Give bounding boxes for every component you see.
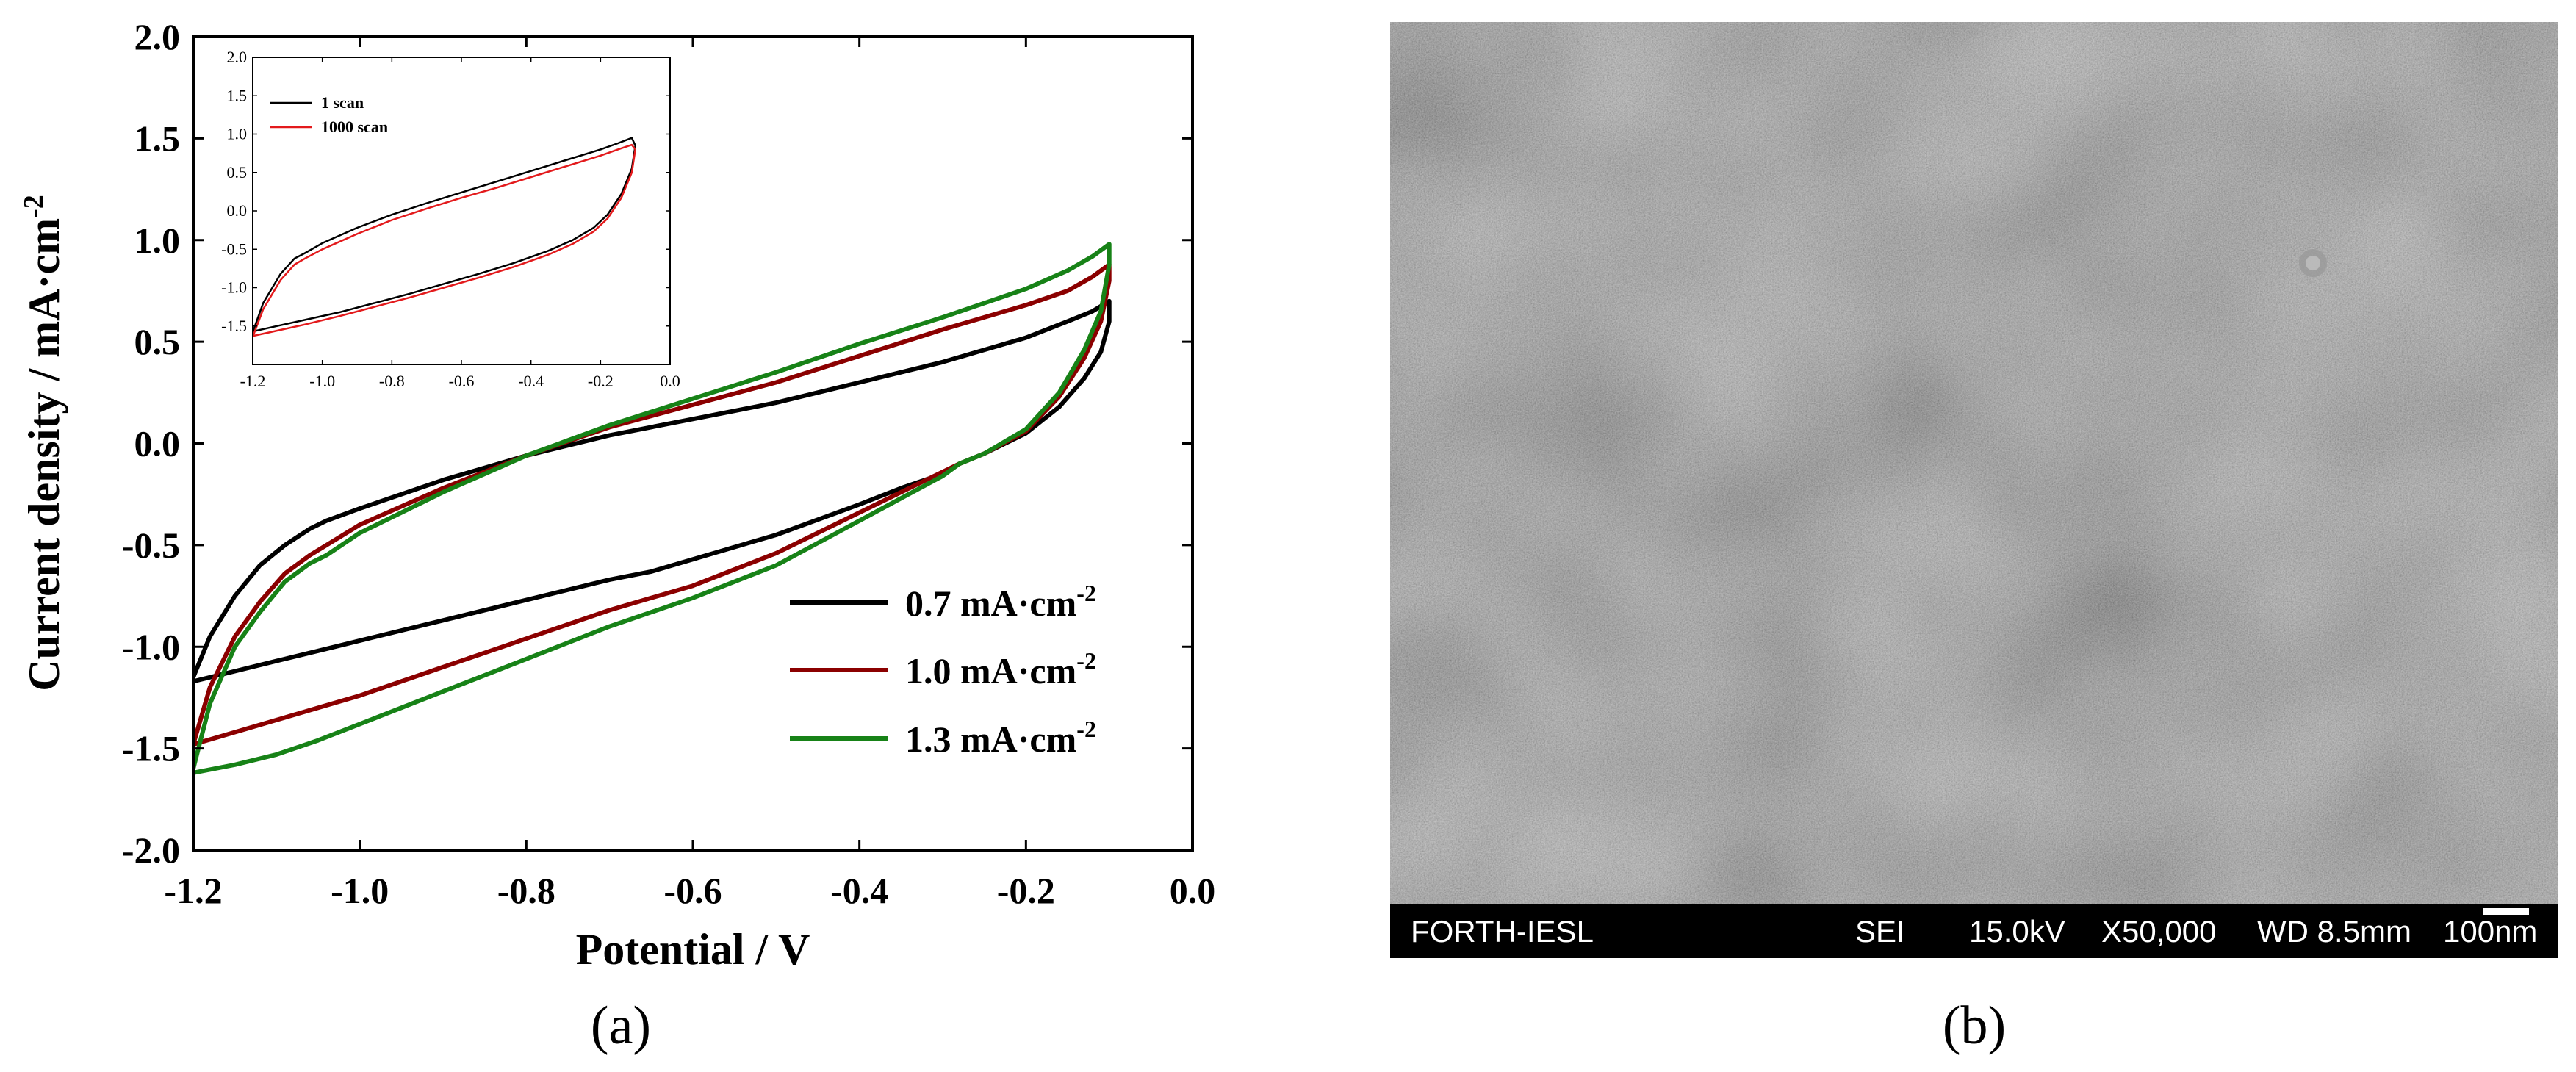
- series-line-0: [193, 298, 1112, 684]
- x-tick-label-4: -0.4: [830, 870, 888, 911]
- inset-x-tick-label-1: -1.0: [309, 372, 335, 390]
- inset-y-tick-label-3: 0.5: [227, 163, 248, 181]
- inset-x-tick-label-5: -0.2: [588, 372, 614, 390]
- y-tick-label-6: -1.0: [122, 626, 180, 667]
- sem-working-distance: WD 8.5mm: [2257, 914, 2411, 949]
- inset-background: [253, 57, 670, 364]
- y-tick-label-5: -0.5: [122, 525, 180, 566]
- inset-y-tick-label-1: 1.5: [227, 86, 248, 104]
- inset-chart: -1.2 -1.0 -0.8 -0.6 -0.4 -0.2 0.0 2.0 1.5 1.0 0.5 0…: [221, 48, 680, 390]
- y-tick-label-3: 0.5: [134, 321, 181, 362]
- inset-series-line-1: [253, 143, 636, 337]
- inset-x-tick-label-4: -0.4: [518, 372, 544, 390]
- inset-y-tick-label-2: 1.0: [227, 125, 248, 143]
- legend-label-2: 1.3 mA·cm-2: [905, 716, 1096, 760]
- panel-label-b-text: (b): [1943, 996, 2006, 1056]
- panel-label-a: (a): [591, 996, 651, 1056]
- legend-sup-2: -2: [1076, 716, 1096, 742]
- sem-magnification: X50,000: [2101, 914, 2216, 949]
- y-axis-label-sup: -2: [18, 195, 49, 218]
- inset-y-tick-label-7: -1.5: [221, 317, 247, 335]
- sem-org: FORTH-IESL: [1411, 914, 1594, 949]
- x-tick-label-5: -0.2: [997, 870, 1055, 911]
- x-tick-label-2: -0.8: [497, 870, 555, 911]
- y-tick-label-2: 1.0: [134, 220, 181, 261]
- sem-scale-label: 100nm: [2443, 914, 2537, 949]
- inset-legend-label-1: 1000 scan: [321, 118, 388, 136]
- y-axis-label-text: Current density / mA·cm: [20, 218, 68, 691]
- sem-image-shading: [1390, 22, 2558, 904]
- inset-legend: 1 scan 1000 scan: [270, 93, 388, 136]
- sem-panel: FORTH-IESL SEI 15.0kV X50,000 WD 8.5mm 1…: [1390, 22, 2558, 1056]
- legend-label-1: 1.0 mA·cm-2: [905, 647, 1096, 691]
- y-tick-label-7: -1.5: [122, 728, 180, 769]
- inset-x-tick-label-3: -0.6: [449, 372, 475, 390]
- series-line-1: [193, 262, 1112, 747]
- panel-label-a-text: (a): [591, 996, 651, 1056]
- inset-x-tick-label-0: -1.2: [240, 372, 266, 390]
- legend-sup-1: -2: [1076, 647, 1096, 674]
- legend-text-0: 0.7 mA·cm: [905, 583, 1076, 624]
- x-tick-label-3: -0.6: [663, 870, 722, 911]
- inset-x-tick-label-2: -0.8: [379, 372, 405, 390]
- x-tick-label-6: 0.0: [1170, 870, 1216, 911]
- y-tick-label-0: 2.0: [134, 16, 181, 57]
- sem-info-bar: [1390, 904, 2558, 958]
- inset-legend-label-0: 1 scan: [321, 93, 364, 112]
- legend-sup-0: -2: [1076, 580, 1096, 606]
- legend: 0.7 mA·cm-2 1.0 mA·cm-2 1.3 mA·cm-2: [790, 580, 1096, 760]
- inset-y-tick-label-4: 0.0: [227, 201, 248, 220]
- sem-particle-highlight: [2306, 256, 2320, 270]
- x-tick-label-0: -1.2: [164, 870, 222, 911]
- x-axis-label: Potential / V: [576, 925, 810, 974]
- sem-voltage: 15.0kV: [1969, 914, 2065, 949]
- y-tick-label-8: -2.0: [122, 830, 180, 871]
- series-line-2: [193, 242, 1112, 775]
- legend-label-0: 0.7 mA·cm-2: [905, 580, 1096, 624]
- inset-series-line-0: [253, 137, 636, 333]
- inset-x-tick-label-6: 0.0: [660, 372, 680, 390]
- inset-y-tick-label-5: -0.5: [221, 240, 247, 258]
- y-tick-label-4: 0.0: [134, 423, 181, 464]
- inset-y-tick-label-0: 2.0: [227, 48, 248, 66]
- legend-text-2: 1.3 mA·cm: [905, 719, 1076, 760]
- y-tick-label-1: 1.5: [134, 118, 181, 159]
- inset-y-tick-label-6: -1.0: [221, 278, 247, 297]
- sem-detector: SEI: [1855, 914, 1905, 949]
- x-tick-label-1: -1.0: [331, 870, 389, 911]
- y-axis-label: Current density / mA·cm-2: [18, 195, 68, 691]
- legend-text-1: 1.0 mA·cm: [905, 650, 1076, 691]
- cv-chart: -1.2 -1.0 -0.8 -0.6 -0.4 -0.2 0.0 2.0 1.5 1.0 0.5 0…: [18, 16, 1215, 1056]
- panel-label-b: (b): [1943, 996, 2006, 1056]
- sem-scale-bar: [2483, 908, 2529, 915]
